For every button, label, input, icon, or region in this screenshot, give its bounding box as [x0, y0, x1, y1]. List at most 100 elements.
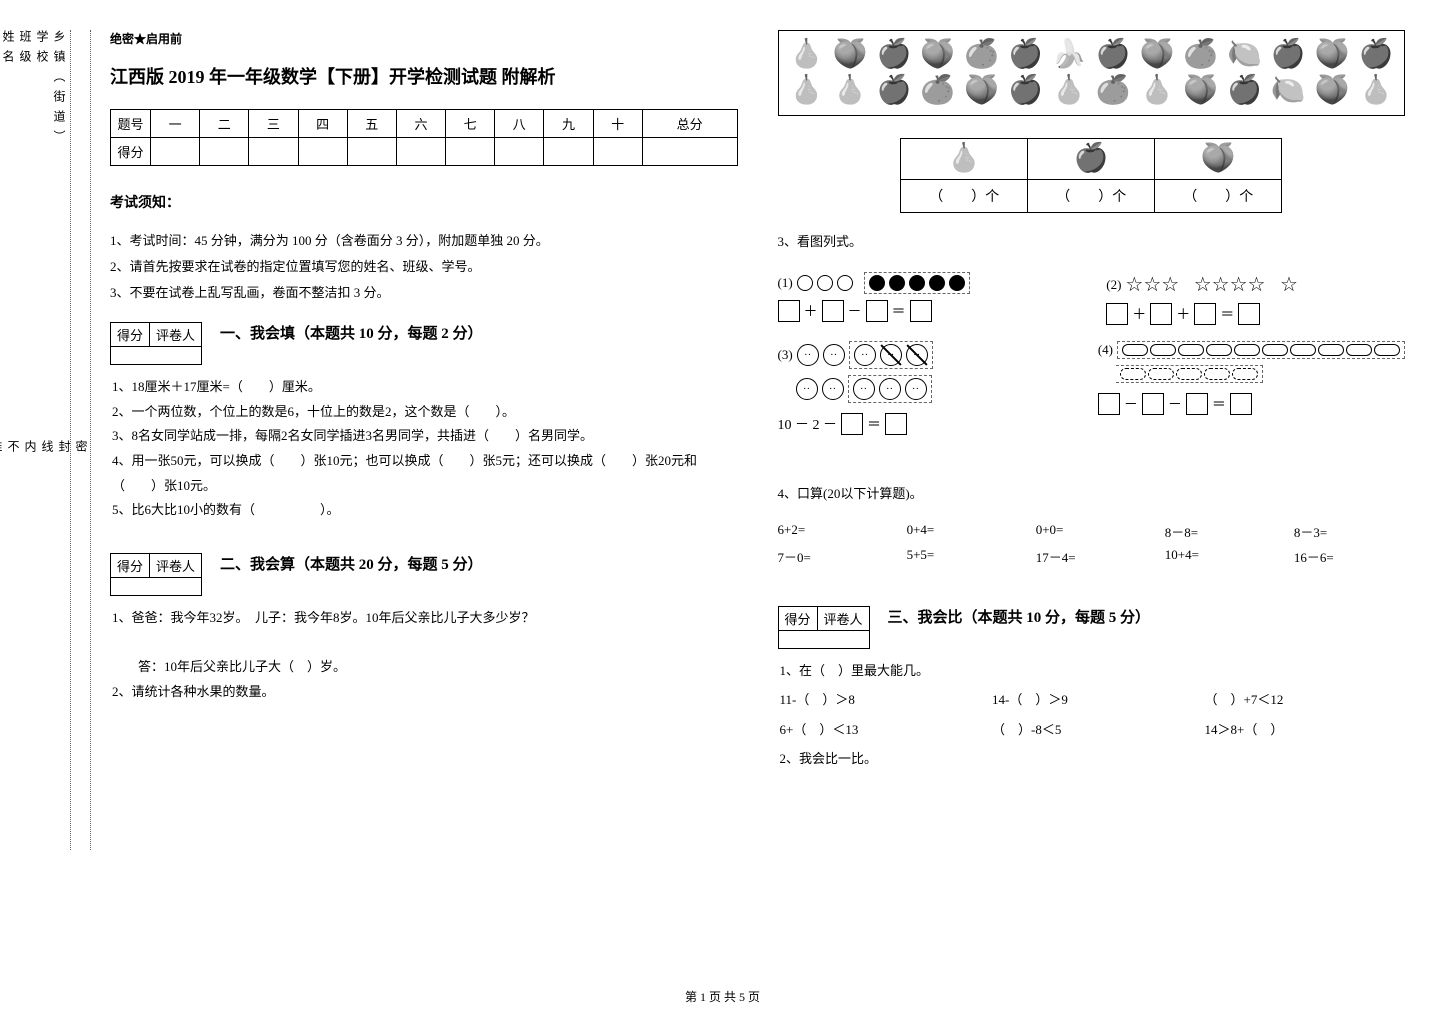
blank-cell[interactable] — [544, 138, 593, 166]
blank-cell[interactable] — [495, 138, 544, 166]
answer-box[interactable] — [1230, 393, 1252, 415]
dashed-group — [1116, 365, 1263, 383]
fruit-header: 🍎 — [1028, 139, 1155, 180]
answer-box[interactable] — [841, 413, 863, 435]
answer-box[interactable] — [1150, 303, 1172, 325]
blank-cell[interactable] — [446, 138, 495, 166]
score-blank[interactable] — [111, 577, 201, 595]
notice-body: 1、考试时间：45 分钟，满分为 100 分（含卷面分 3 分），附加题单独 2… — [110, 228, 738, 306]
answer-box[interactable] — [1106, 303, 1128, 325]
fruit-box: 🍐🍑🍎🍑🍊🍎🍌🍎🍑🍊🍋🍎🍑🍎🍐🍐🍎🍊🍑🍎🍐🍊🍐🍑🍎🍋🍑🍐 — [778, 30, 1406, 116]
calc-item: 0+4= — [907, 522, 1018, 541]
equation-line: 10 － 2 － ＝ — [778, 413, 1068, 435]
answer-box[interactable] — [1142, 393, 1164, 415]
answer-box[interactable] — [778, 300, 800, 322]
right-column: 🍐🍑🍎🍑🍊🍎🍌🍎🍑🍊🍋🍎🍑🍎🍐🍐🍎🍊🍑🍎🍐🍊🍐🍑🍎🍋🍑🍐 🍐 🍎 🍑 （ ）个 … — [778, 30, 1406, 979]
binding-margin: 乡镇（街道） 学校 班级 姓名 学号 密 封 线 内 不 准 答 题 — [30, 30, 90, 850]
compare-item: （ ）+7＜12 — [1205, 688, 1406, 713]
fruit-icon: 🍊 — [920, 77, 955, 105]
seal-char: 准 — [0, 440, 5, 850]
face-icon: ·· — [823, 344, 845, 366]
question: 2、一个两位数，个位上的数是6，十位上的数是2，这个数是（ ）。 — [112, 400, 738, 425]
calc-item: 7－0= — [778, 547, 889, 566]
answer-box[interactable] — [822, 300, 844, 322]
circle-filled-icon — [949, 275, 965, 291]
fruit-icon: 🍐 — [1139, 77, 1174, 105]
score-box: 得分评卷人 — [110, 322, 202, 365]
answer-box[interactable] — [1194, 303, 1216, 325]
fruit-icon: 🍑 — [1315, 77, 1350, 105]
fruit-icon: 🍎 — [1008, 77, 1043, 105]
blank-cell[interactable] — [593, 138, 642, 166]
count-cell[interactable]: （ ）个 — [1155, 180, 1282, 213]
pill-icon — [1318, 344, 1344, 356]
fruit-icon: 🍐 — [789, 77, 824, 105]
fruit-icon: 🍐 — [1052, 77, 1087, 105]
blank-cell[interactable] — [200, 138, 249, 166]
fruit-icon: 🍑 — [964, 77, 999, 105]
diagram-2: (2) ☆☆☆ ☆☆☆☆ ☆ ＋＋＝ — [1106, 272, 1405, 325]
section-1-questions: 1、18厘米＋17厘米=（ ）厘米。 2、一个两位数，个位上的数是6，十位上的数… — [112, 375, 738, 523]
blank-cell[interactable] — [347, 138, 396, 166]
question: 1、在（ ）里最大能几。 — [780, 659, 1406, 684]
score-blank[interactable] — [779, 630, 869, 648]
dotted-line-2 — [90, 30, 91, 850]
pill-dashed-icon — [1176, 368, 1202, 380]
blank-cell[interactable] — [298, 138, 347, 166]
crossed-face-icon: ·· — [906, 344, 928, 366]
cell: 九 — [544, 110, 593, 138]
count-cell[interactable]: （ ）个 — [901, 180, 1028, 213]
blank-cell[interactable] — [642, 138, 737, 166]
score-box: 得分评卷人 — [778, 606, 870, 649]
section-3-body: 1、在（ ）里最大能几。 11-（ ）＞814-（ ）＞9（ ）+7＜126+（… — [780, 659, 1406, 772]
fruit-icon: 🍎 — [877, 77, 912, 105]
blank-cell[interactable] — [151, 138, 200, 166]
question: 5、比6大比10小的数有（ ）。 — [112, 498, 738, 523]
answer-box[interactable] — [885, 413, 907, 435]
answer-box[interactable] — [1238, 303, 1260, 325]
pill-row — [1120, 368, 1258, 380]
count-cell[interactable]: （ ）个 — [1028, 180, 1155, 213]
fruit-icon: 🍐 — [789, 41, 824, 69]
notice-item: 3、不要在试卷上乱写乱画，卷面不整洁扣 3 分。 — [110, 280, 738, 306]
answer-box[interactable] — [866, 300, 888, 322]
question: 1、爸爸：我今年32岁。 儿子：我今年8岁。10年后父亲比儿子大多少岁？ — [112, 606, 738, 631]
seal-char: 不 — [5, 440, 22, 850]
answer-box[interactable] — [1098, 393, 1120, 415]
blank-cell[interactable] — [396, 138, 445, 166]
answer-box[interactable] — [1186, 393, 1208, 415]
grader-label: 评卷人 — [150, 323, 201, 346]
answer-box[interactable] — [910, 300, 932, 322]
face-icon: ·· — [879, 378, 901, 400]
cell: 七 — [446, 110, 495, 138]
calc-item: 10+4= — [1165, 547, 1276, 566]
compare-grid: 11-（ ）＞814-（ ）＞9（ ）+7＜126+（ ）＜13（ ）-8＜51… — [780, 688, 1406, 743]
face-icon: ·· — [905, 378, 927, 400]
pill-icon — [1150, 344, 1176, 356]
pill-icon — [1346, 344, 1372, 356]
blank-cell[interactable] — [249, 138, 298, 166]
fruit-icon: 🍎 — [1227, 77, 1262, 105]
face-icon: ·· — [822, 378, 844, 400]
cell: 一 — [151, 110, 200, 138]
diagram-4: (4) — [1098, 341, 1405, 435]
crossed-face-icon: ·· — [880, 344, 902, 366]
fruit-icon: 🍐 — [833, 77, 868, 105]
cell: 三 — [249, 110, 298, 138]
page-content: 绝密★启用前 江西版 2019 年一年级数学【下册】开学检测试题 附解析 题号 … — [110, 30, 1405, 979]
unit: ）个 — [1225, 190, 1253, 205]
pill-row — [1122, 344, 1400, 356]
compare-item: 6+（ ）＜13 — [780, 718, 981, 743]
question: 2、请统计各种水果的数量。 — [112, 680, 738, 705]
pill-icon — [1290, 344, 1316, 356]
equation-line: ＋－＝ — [778, 300, 1077, 322]
cell: 五 — [347, 110, 396, 138]
calc-item: 0+0= — [1036, 522, 1147, 541]
calc-grid: 6+2=0+4=0+0=8－8=8－3=7－0=5+5=17－4=10+4=16… — [778, 522, 1406, 566]
equation-line: －－＝ — [1098, 393, 1405, 415]
apple-icon: 🍎 — [1074, 143, 1109, 174]
pill-icon — [1206, 344, 1232, 356]
dashed-group: ······ — [849, 341, 933, 369]
score-blank[interactable] — [111, 346, 201, 364]
diagram-group: (1) ＋－＝ (2) ☆☆☆ ☆☆☆☆ ☆ ＋＋＝ — [778, 272, 1406, 451]
